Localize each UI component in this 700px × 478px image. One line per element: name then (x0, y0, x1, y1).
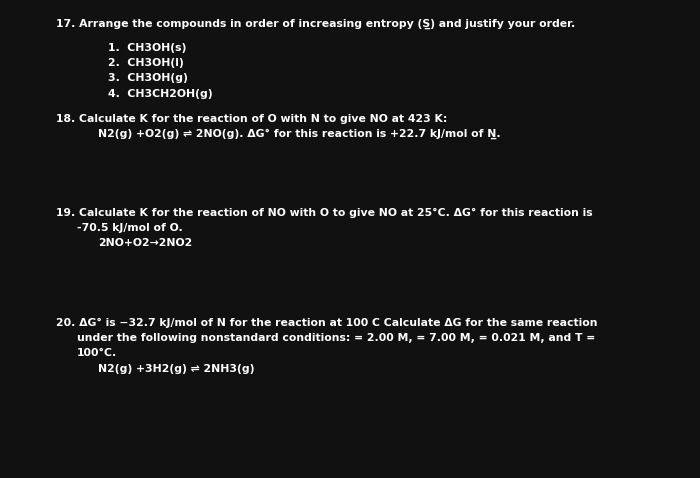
Text: 1.  CH3OH(s): 1. CH3OH(s) (108, 43, 187, 53)
Text: 19. Calculate K for the reaction of NO with O to give NO at 25°C. ΔG° for this r: 19. Calculate K for the reaction of NO w… (56, 207, 593, 218)
Text: 18. Calculate K for the reaction of O with N to give NO at 423 K:: 18. Calculate K for the reaction of O wi… (56, 114, 447, 123)
Text: 100°C.: 100°C. (77, 348, 118, 358)
Text: 17. Arrange the compounds in order of increasing entropy (S̲) and justify your o: 17. Arrange the compounds in order of in… (56, 19, 575, 29)
Text: 2.  CH3OH(l): 2. CH3OH(l) (108, 58, 184, 68)
Text: -70.5 kJ/mol of O.: -70.5 kJ/mol of O. (77, 223, 183, 233)
Text: 20. ΔG° is −32.7 kJ/mol of N for the reaction at 100 C Calculate ΔG for the same: 20. ΔG° is −32.7 kJ/mol of N for the rea… (56, 317, 598, 328)
Text: N2(g) +3H2(g) ⇌ 2NH3(g): N2(g) +3H2(g) ⇌ 2NH3(g) (98, 364, 255, 373)
Text: 4.  CH3CH2OH(g): 4. CH3CH2OH(g) (108, 89, 213, 98)
Text: under the following nonstandard conditions: = 2.00 M, = 7.00 M, = 0.021 M, and T: under the following nonstandard conditio… (77, 333, 595, 343)
Text: N2(g) +O2(g) ⇌ 2NO(g). ΔG° for this reaction is +22.7 kJ/mol of N̲.: N2(g) +O2(g) ⇌ 2NO(g). ΔG° for this reac… (98, 129, 500, 139)
Text: 3.  CH3OH(g): 3. CH3OH(g) (108, 74, 188, 83)
Text: 2NO+O2→2NO2: 2NO+O2→2NO2 (98, 239, 192, 248)
